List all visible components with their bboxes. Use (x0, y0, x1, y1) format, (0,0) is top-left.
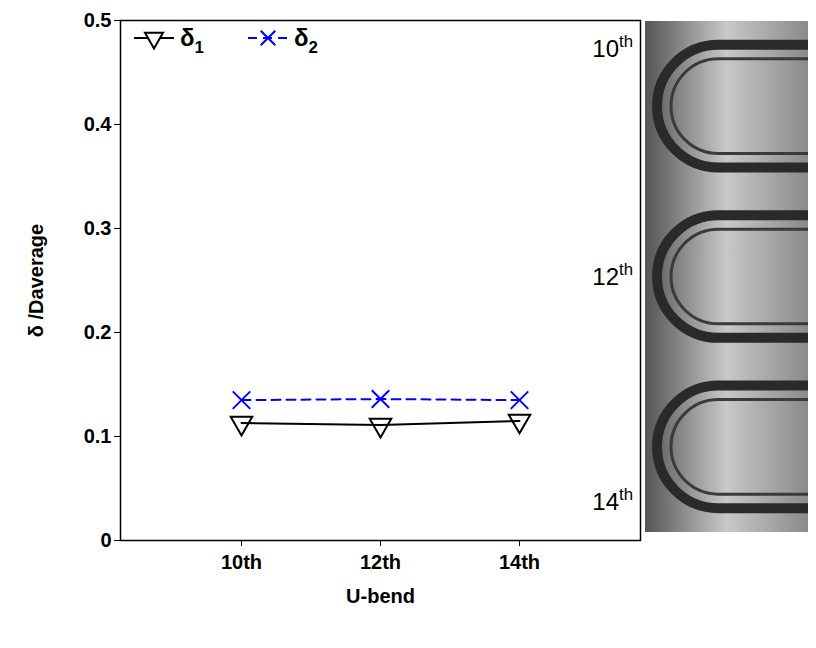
svg-text:0.3: 0.3 (84, 217, 112, 239)
svg-text:14th: 14th (499, 551, 540, 573)
svg-text:U-bend: U-bend (346, 585, 415, 607)
svg-text:14th: 14th (592, 485, 633, 515)
svg-text:δ1: δ1 (180, 24, 204, 57)
svg-text:0.2: 0.2 (84, 321, 112, 343)
svg-text:10th: 10th (592, 32, 633, 62)
svg-text:δ /Daverage: δ /Daverage (25, 224, 47, 337)
svg-text:0.1: 0.1 (84, 425, 112, 447)
svg-text:12th: 12th (592, 260, 633, 290)
svg-text:0.5: 0.5 (84, 9, 112, 31)
svg-text:10th: 10th (221, 551, 262, 573)
svg-text:0: 0 (100, 529, 111, 551)
svg-text:12th: 12th (360, 551, 401, 573)
svg-text:0.4: 0.4 (84, 113, 113, 135)
svg-text:δ2: δ2 (294, 24, 318, 57)
